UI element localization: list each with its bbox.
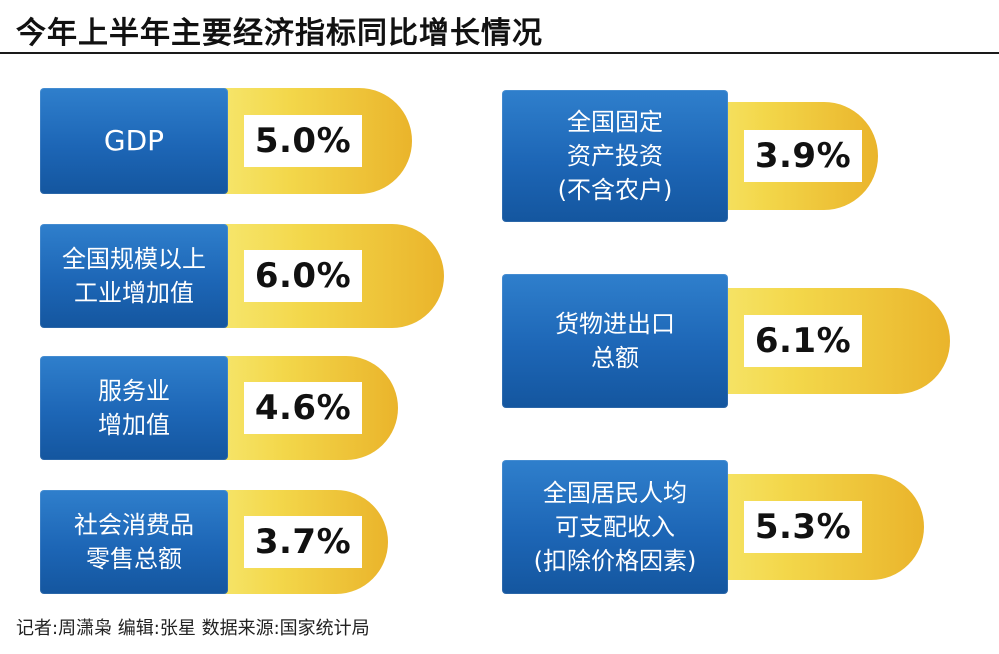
- value-box: 5.0%: [244, 115, 362, 167]
- indicator-value: 4.6%: [254, 388, 352, 428]
- credits-footer: 记者:周潇枭 编辑:张星 数据来源:国家统计局: [16, 618, 370, 639]
- indicator-label: 社会消费品 零售总额: [74, 511, 194, 573]
- indicator-value: 5.3%: [754, 507, 852, 547]
- indicator-label-box: 社会消费品 零售总额: [40, 490, 228, 594]
- indicator-label-box: 服务业 增加值: [40, 356, 228, 460]
- indicator-value: 6.1%: [754, 321, 852, 361]
- indicator-label-box: 全国固定 资产投资 (不含农户): [502, 90, 728, 222]
- indicator-value: 6.0%: [254, 256, 352, 296]
- indicator-label: 服务业 增加值: [98, 377, 170, 439]
- indicator-value: 3.7%: [254, 522, 352, 562]
- title-divider: [0, 52, 999, 54]
- value-box: 3.9%: [744, 130, 862, 182]
- indicator-label: 全国固定 资产投资 (不含农户): [557, 108, 673, 204]
- indicator-industrial-value-added: 全国规模以上 工业增加值 6.0%: [40, 224, 444, 328]
- indicator-label-box: 全国居民人均 可支配收入 (扣除价格因素): [502, 460, 728, 594]
- indicator-label: 货物进出口 总额: [555, 310, 675, 372]
- indicator-gdp: GDP 5.0%: [40, 88, 412, 194]
- indicator-label-box: 全国规模以上 工业增加值: [40, 224, 228, 328]
- indicator-label: 全国居民人均 可支配收入 (扣除价格因素): [533, 479, 697, 575]
- indicator-retail-sales: 社会消费品 零售总额 3.7%: [40, 490, 388, 594]
- value-box: 3.7%: [244, 516, 362, 568]
- indicator-goods-trade: 货物进出口 总额 6.1%: [502, 274, 950, 408]
- indicator-fixed-asset-investment: 全国固定 资产投资 (不含农户) 3.9%: [502, 90, 878, 222]
- indicator-services-value-added: 服务业 增加值 4.6%: [40, 356, 398, 460]
- indicator-value: 5.0%: [254, 121, 352, 161]
- value-box: 5.3%: [744, 501, 862, 553]
- indicator-value: 3.9%: [754, 136, 852, 176]
- indicator-label: 全国规模以上 工业增加值: [62, 245, 206, 307]
- value-box: 4.6%: [244, 382, 362, 434]
- chart-title: 今年上半年主要经济指标同比增长情况: [16, 16, 543, 51]
- value-box: 6.1%: [744, 315, 862, 367]
- value-box: 6.0%: [244, 250, 362, 302]
- indicator-label-box: 货物进出口 总额: [502, 274, 728, 408]
- indicator-label: GDP: [103, 124, 165, 157]
- indicator-disposable-income: 全国居民人均 可支配收入 (扣除价格因素) 5.3%: [502, 460, 924, 594]
- indicator-label-box: GDP: [40, 88, 228, 194]
